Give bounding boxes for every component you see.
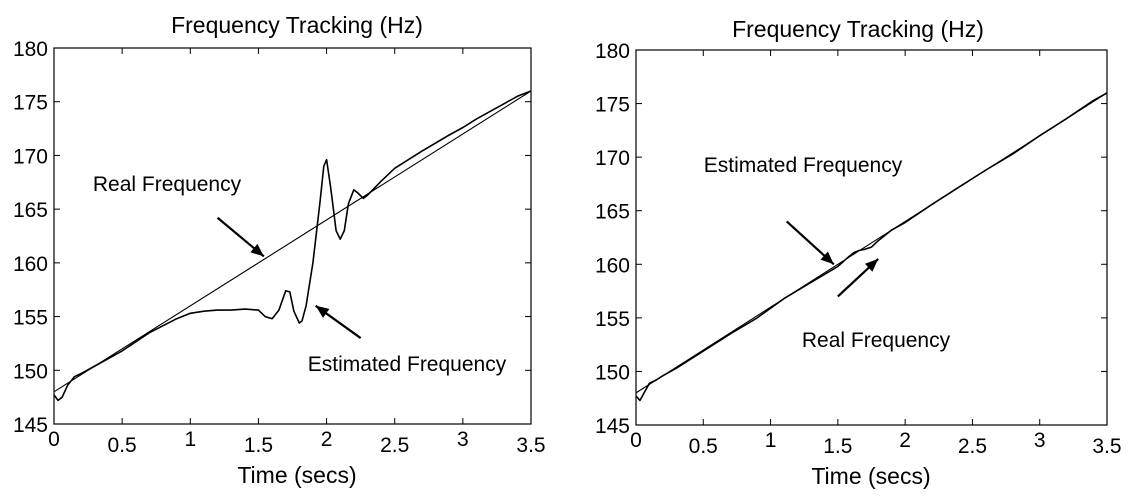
y-tick-label: 180: [595, 40, 630, 63]
plot-frame: [635, 49, 1108, 426]
chart-left: Frequency Tracking (Hz) 145 150 155 160 165 1…: [0, 0, 566, 495]
y-tick-label: 150: [595, 361, 630, 384]
x-tick-label: 2: [321, 428, 333, 451]
series-group: [53, 90, 532, 402]
chart-title: Frequency Tracking (Hz): [732, 16, 984, 42]
chart-right: Frequency Tracking (Hz) 145 150 155 160 165 1…: [566, 0, 1132, 495]
x-tick-label: 1.5: [823, 435, 852, 458]
x-axis-label: Time (secs): [237, 462, 356, 488]
x-tick-group: 0 0.5 1 1.5 2 2.5 3 3.5: [48, 48, 546, 457]
y-tick-label: 155: [595, 308, 630, 331]
annotation-label: Estimated Frequency: [704, 154, 903, 177]
x-tick-label: 3.5: [1092, 435, 1121, 458]
annotation-arrow-head: [250, 243, 264, 257]
y-tick-label: 170: [13, 145, 48, 168]
series-line-estimated-frequency: [635, 92, 1108, 402]
x-tick-group: 0 0.5 1 1.5 2 2.5 3 3.5: [630, 50, 1122, 458]
x-tick-label: 0: [48, 428, 60, 451]
x-tick-label: 2: [899, 429, 911, 452]
chart-left-svg: Frequency Tracking (Hz) 1451501551601651…: [13, 12, 546, 488]
y-tick-label: 175: [595, 94, 630, 117]
y-tick-label: 165: [595, 201, 630, 224]
annotation-arrow-head: [820, 251, 834, 265]
x-tick-label: 3.5: [516, 434, 545, 457]
x-axis-label: Time (secs): [811, 463, 930, 489]
x-tick-label: 2.5: [958, 435, 987, 458]
y-tick-label: 175: [13, 92, 48, 115]
x-tick-label: 1.5: [244, 434, 273, 457]
series-group: [635, 92, 1108, 402]
annotation-label: Real Frequency: [802, 329, 951, 352]
y-tick-label: 160: [13, 253, 48, 276]
annotation-group: Real Frequency Estimated Frequency: [93, 173, 507, 376]
y-tick-label: 170: [595, 147, 630, 170]
annotation-label: Real Frequency: [93, 173, 242, 196]
x-tick-label: 0: [630, 429, 642, 452]
annotation-arrow-head: [865, 258, 879, 272]
annotation-arrow-head: [315, 305, 330, 318]
y-tick-label: 160: [595, 254, 630, 277]
y-tick-label: 145: [13, 414, 48, 437]
x-tick-label: 2.5: [380, 434, 409, 457]
y-tick-group: 145 150 155 160 165 170 175 180: [13, 38, 531, 437]
x-tick-label: 3: [1034, 429, 1046, 452]
plot-frame: [53, 47, 532, 425]
x-tick-label: 0.5: [108, 434, 137, 457]
series-line-estimated-frequency: [53, 90, 532, 402]
y-tick-label: 145: [595, 415, 630, 438]
x-tick-label: 3: [457, 428, 469, 451]
y-tick-label: 155: [13, 307, 48, 330]
chart-right-svg: Frequency Tracking (Hz) 1451501551601651…: [595, 16, 1122, 489]
annotation-label: Estimated Frequency: [308, 353, 507, 376]
x-tick-label: 1: [184, 428, 196, 451]
series-line-real-frequency: [53, 90, 532, 393]
y-tick-group: 145 150 155 160 165 170 175 180: [595, 40, 1107, 438]
y-tick-label: 180: [13, 38, 48, 61]
x-tick-label: 0.5: [689, 435, 718, 458]
annotation-group: Estimated Frequency Real Frequency: [704, 154, 951, 352]
chart-title: Frequency Tracking (Hz): [171, 12, 423, 38]
y-tick-label: 150: [13, 360, 48, 383]
x-tick-label: 1: [765, 429, 777, 452]
y-tick-label: 165: [13, 199, 48, 222]
